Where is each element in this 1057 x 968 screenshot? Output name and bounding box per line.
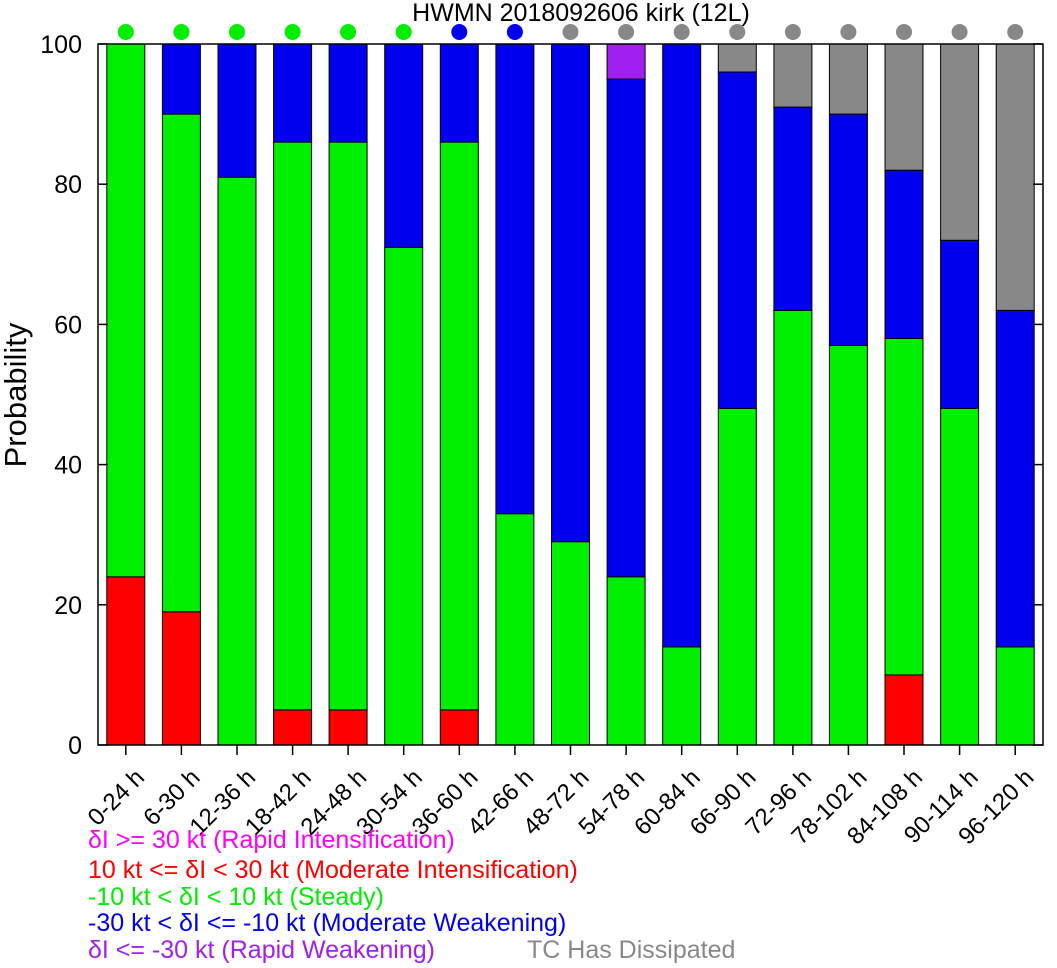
legend-rapid-intensification: δI >= 30 kt (Rapid Intensification): [88, 826, 455, 854]
top-marker-dot: [451, 24, 468, 40]
bar-segment: [940, 43, 980, 241]
top-marker-dot: [340, 24, 357, 40]
bar-segment: [884, 337, 924, 676]
bar-segment: [884, 169, 924, 339]
bar-segment: [217, 176, 257, 746]
top-marker-dot: [729, 24, 746, 40]
y-tick-label: 40: [54, 452, 82, 480]
bar-segment: [606, 78, 646, 578]
top-marker-dot: [395, 24, 412, 40]
bar-segment: [884, 674, 924, 746]
y-tick-label: 80: [54, 171, 82, 199]
bar-segment: [995, 309, 1035, 648]
y-tick-label: 20: [54, 592, 82, 620]
bar-segment: [161, 611, 201, 746]
legend-rapid-weakening: δI <= -30 kt (Rapid Weakening): [88, 936, 435, 964]
bar-segment: [273, 709, 313, 746]
top-marker-dot: [284, 24, 301, 40]
bar-segment: [495, 513, 535, 746]
y-tick-label: 60: [54, 311, 82, 339]
bar-segment: [773, 309, 813, 746]
legend-moderate-weakening: -30 kt < δI <= -10 kt (Moderate Weakenin…: [88, 909, 567, 937]
bar-segment: [439, 141, 479, 711]
bar-segment: [551, 541, 590, 746]
top-markers-group: [117, 24, 1024, 40]
bar-segment: [273, 43, 313, 143]
bar-segment: [161, 43, 201, 115]
legend-moderate-intensification: 10 kt <= δI < 30 kt (Moderate Intensific…: [88, 856, 578, 884]
bar-segment: [217, 43, 257, 178]
bar-segment: [328, 709, 368, 746]
bar-segment: [940, 239, 980, 409]
y-tick-label: 0: [68, 732, 82, 760]
bar-segment: [828, 344, 868, 746]
bar-segment: [940, 408, 980, 746]
bar-segment: [828, 113, 868, 346]
bar-segment: [995, 43, 1035, 311]
bar-segment: [773, 106, 813, 311]
bar-segment: [328, 43, 368, 143]
bar-segment: [551, 43, 590, 543]
bar-segment: [328, 141, 368, 711]
bar-segment: [106, 43, 146, 578]
bar-segment: [439, 43, 479, 143]
bar-segment: [662, 43, 702, 648]
top-marker-dot: [117, 24, 134, 40]
top-marker-dot: [896, 24, 912, 40]
bar-segment: [273, 141, 313, 711]
x-tick-label: 0-24 h: [83, 764, 150, 831]
top-marker-dot: [618, 24, 635, 40]
bar-segment: [773, 43, 813, 108]
top-marker-dot: [951, 24, 968, 40]
top-marker-dot: [840, 24, 857, 40]
top-marker-dot: [1007, 24, 1024, 40]
chart-title: HWMN 2018092606 kirk (12L): [412, 0, 750, 27]
bar-segment: [717, 43, 757, 73]
top-marker-dot: [506, 24, 523, 40]
y-ticks-group: 0 20 40 60 80 100: [40, 31, 1043, 760]
bar-segment: [495, 43, 535, 515]
top-marker-dot: [229, 24, 245, 40]
legend-tc-dissipated: TC Has Dissipated: [527, 936, 736, 964]
top-marker-dot: [673, 24, 690, 40]
bar-segment: [106, 576, 146, 746]
bar-segment: [606, 43, 646, 80]
bar-segment: [606, 576, 646, 746]
bar-segment: [161, 113, 201, 613]
bars-group: [106, 43, 1035, 746]
y-tick-label: 100: [40, 31, 82, 59]
bar-segment: [384, 246, 424, 746]
bar-segment: [662, 646, 702, 746]
top-marker-dot: [173, 24, 190, 40]
top-marker-dot: [784, 24, 801, 40]
bar-segment: [439, 709, 479, 746]
top-marker-dot: [562, 24, 579, 40]
bar-segment: [828, 43, 868, 115]
bar-segment: [717, 408, 757, 746]
bar-segment: [717, 71, 757, 409]
y-axis-label: Probability: [0, 322, 33, 467]
bar-segment: [384, 43, 424, 248]
bar-segment: [884, 43, 924, 171]
legend-steady: -10 kt < δI < 10 kt (Steady): [88, 883, 384, 911]
bar-segment: [995, 646, 1035, 746]
